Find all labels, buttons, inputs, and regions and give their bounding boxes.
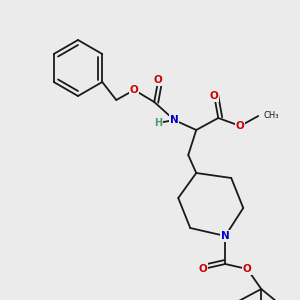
Text: N: N xyxy=(221,231,230,241)
Text: O: O xyxy=(210,91,219,101)
Text: O: O xyxy=(130,85,139,95)
Text: O: O xyxy=(154,75,163,85)
Text: N: N xyxy=(170,115,178,125)
Text: CH₃: CH₃ xyxy=(263,112,279,121)
Text: O: O xyxy=(243,264,252,274)
Text: O: O xyxy=(236,121,244,131)
Text: O: O xyxy=(199,264,208,274)
Text: H: H xyxy=(154,118,162,128)
